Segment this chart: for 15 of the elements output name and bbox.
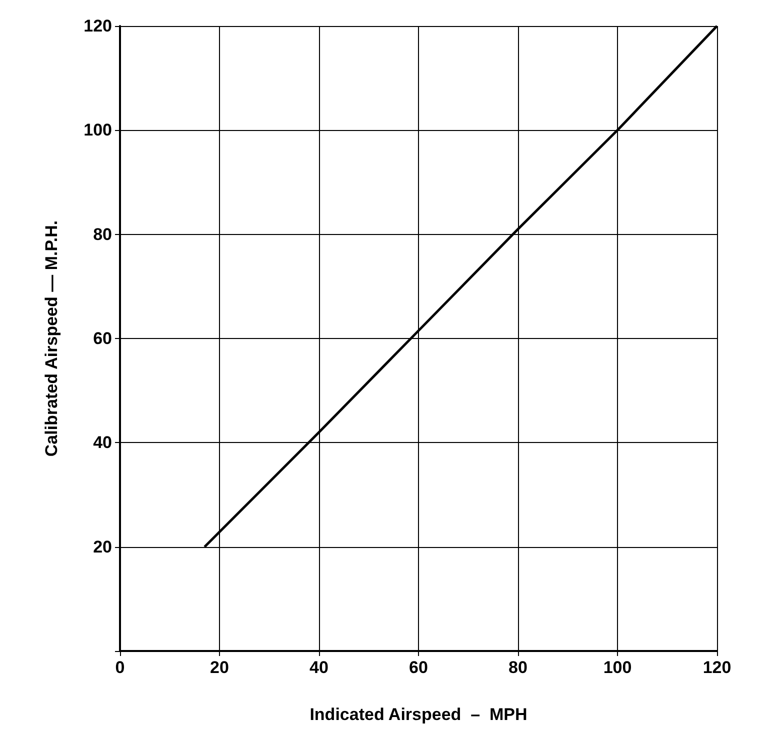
y-tick-label: 100	[84, 120, 112, 140]
x-tick-label: 100	[603, 658, 632, 677]
y-axis-title: Calibrated Airspeed — M.P.H.	[42, 220, 61, 457]
y-tick-label: 60	[93, 329, 112, 348]
x-axis-title: Indicated Airspeed – MPH	[310, 705, 528, 724]
x-tick-label: 0	[115, 658, 125, 677]
x-tick-label: 20	[210, 658, 229, 677]
y-tick-label: 20	[93, 537, 112, 556]
y-tick-label: 120	[84, 16, 112, 36]
y-tick-label: 80	[93, 224, 112, 244]
x-tick-label: 80	[508, 658, 528, 677]
x-tick-label: 40	[310, 658, 328, 677]
y-tick-label: 40	[93, 433, 112, 452]
x-tick-label: 60	[409, 658, 428, 677]
x-tick-label: 120	[702, 658, 732, 677]
